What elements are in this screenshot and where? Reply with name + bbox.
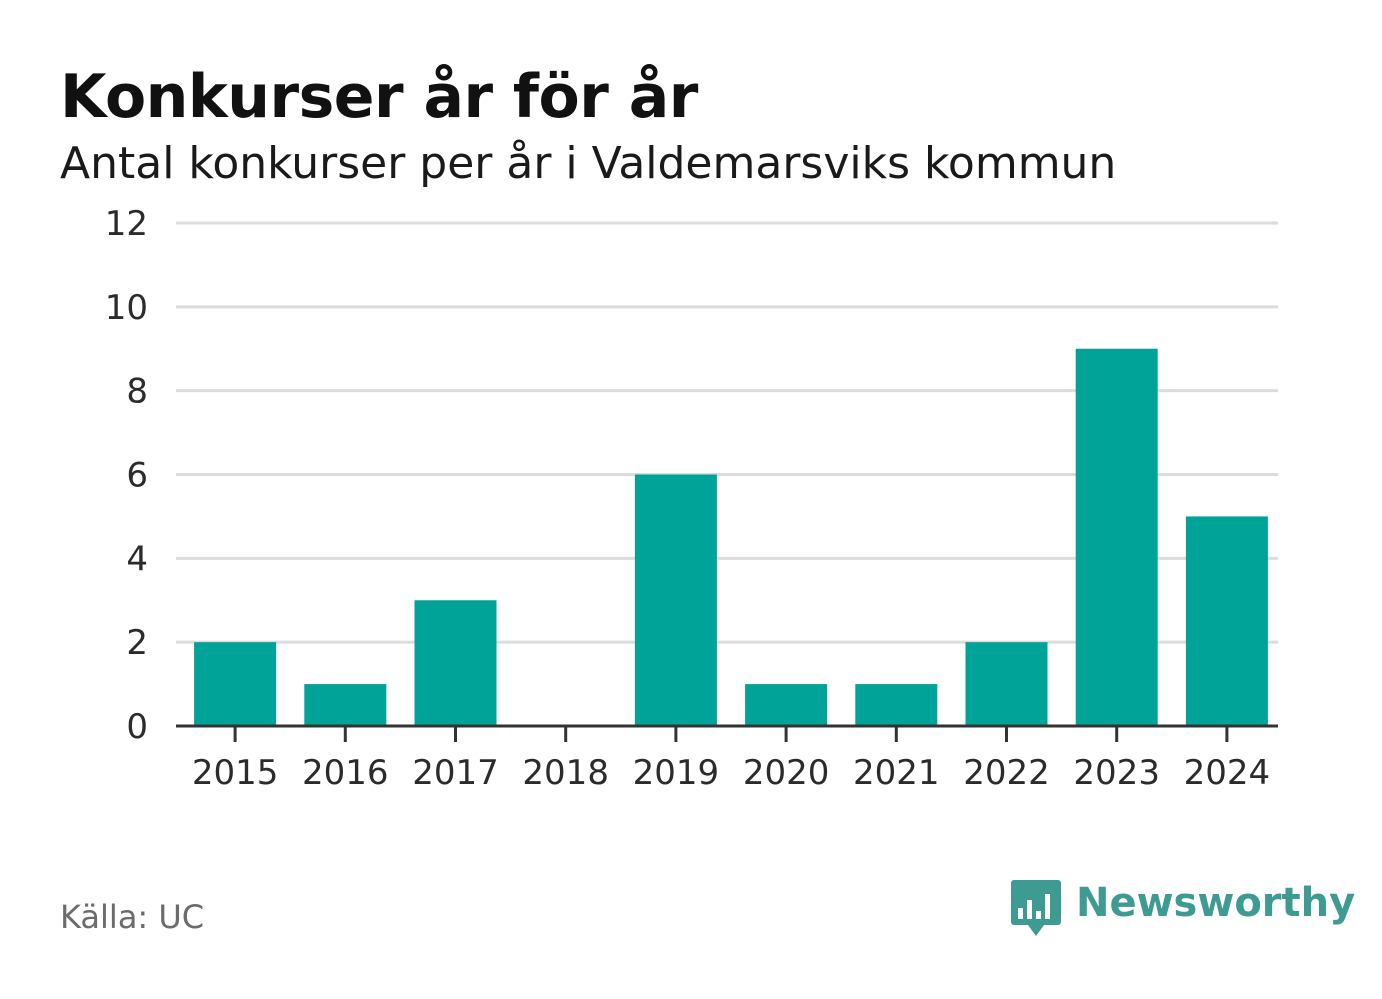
- y-tick-label: 0: [126, 707, 148, 747]
- bar-2021: [855, 684, 938, 726]
- bar-2016: [304, 684, 387, 726]
- x-tick-label: 2022: [963, 753, 1050, 793]
- source-note: Källa: UC: [60, 898, 205, 936]
- x-tick-label: 2018: [522, 753, 609, 793]
- x-tick-label: 2020: [743, 753, 830, 793]
- brand-name: Newsworthy: [1076, 880, 1356, 926]
- bar-2017: [414, 600, 497, 726]
- brand-logo: Newsworthy: [1010, 878, 1355, 940]
- bar-2022: [965, 642, 1048, 726]
- x-tick-label: 2023: [1073, 753, 1160, 793]
- bar-2024: [1185, 516, 1268, 726]
- y-tick-label: 12: [105, 204, 148, 244]
- x-tick-label: 2024: [1184, 753, 1271, 793]
- bars: [194, 348, 1268, 726]
- x-tick-label: 2021: [853, 753, 940, 793]
- bar-chart-speech-bubble-icon: [1011, 880, 1061, 936]
- x-axis: 2015 2016 2017 2018 2019 2020 2021 2022 2023 2024: [176, 724, 1278, 793]
- y-tick-label: 10: [105, 288, 148, 328]
- x-tick-label: 2016: [302, 753, 389, 793]
- bar-2015: [194, 642, 277, 726]
- y-tick-label: 2: [126, 623, 148, 663]
- x-tick-label: 2019: [633, 753, 720, 793]
- x-tick-label: 2017: [412, 753, 499, 793]
- y-tick-label: 4: [126, 539, 148, 579]
- chart-title: Konkurser år för år: [60, 62, 698, 132]
- chart-subtitle: Antal konkurser per år i Valdemarsviks k…: [60, 138, 1117, 189]
- y-tick-label: 6: [126, 456, 148, 496]
- bar-2019: [634, 474, 717, 726]
- x-tick-label: 2015: [192, 753, 279, 793]
- bar-2023: [1075, 348, 1158, 726]
- y-tick-label: 8: [126, 372, 148, 412]
- bar-2020: [745, 684, 828, 726]
- y-axis-labels: 0 2 4 6 8 10 12: [105, 204, 148, 747]
